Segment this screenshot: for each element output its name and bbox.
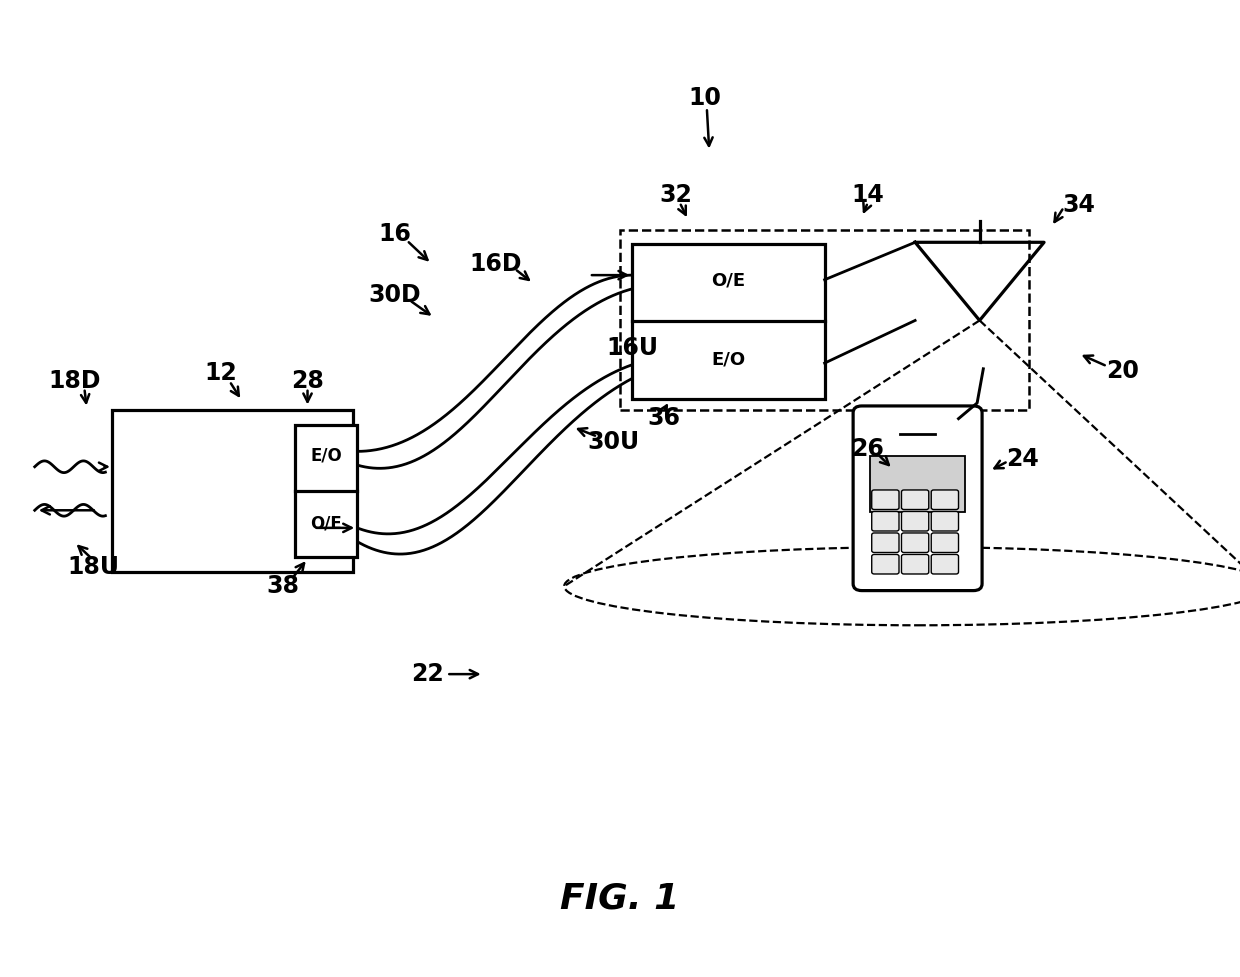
- FancyBboxPatch shape: [901, 532, 929, 552]
- FancyBboxPatch shape: [931, 490, 959, 510]
- Text: E/O: E/O: [310, 447, 342, 465]
- FancyBboxPatch shape: [872, 555, 899, 574]
- Text: 18D: 18D: [48, 369, 100, 393]
- Text: O/E: O/E: [310, 514, 342, 532]
- Bar: [112, 410, 353, 572]
- Text: FIG. 1: FIG. 1: [560, 882, 680, 915]
- Text: 30U: 30U: [588, 430, 640, 453]
- FancyBboxPatch shape: [872, 532, 899, 552]
- FancyBboxPatch shape: [931, 555, 959, 574]
- Text: 16: 16: [378, 223, 410, 246]
- Bar: [620, 230, 1029, 410]
- Text: 10: 10: [688, 86, 720, 109]
- FancyBboxPatch shape: [872, 512, 899, 531]
- Text: O/E: O/E: [712, 272, 745, 289]
- Bar: [870, 455, 965, 512]
- FancyBboxPatch shape: [931, 532, 959, 552]
- Text: 26: 26: [852, 438, 884, 461]
- Text: 20: 20: [1106, 360, 1138, 383]
- Text: 30D: 30D: [368, 283, 420, 307]
- Text: 18U: 18U: [67, 555, 119, 578]
- Text: 24: 24: [1007, 447, 1039, 471]
- Text: E/O: E/O: [712, 350, 745, 368]
- FancyBboxPatch shape: [931, 512, 959, 531]
- Bar: [632, 244, 825, 399]
- FancyBboxPatch shape: [872, 490, 899, 510]
- Text: 32: 32: [660, 184, 692, 207]
- Text: 14: 14: [852, 184, 884, 207]
- Bar: [295, 425, 357, 557]
- Text: 22: 22: [412, 662, 444, 686]
- Text: 12: 12: [205, 361, 237, 385]
- FancyBboxPatch shape: [901, 555, 929, 574]
- FancyBboxPatch shape: [853, 406, 982, 590]
- Text: 38: 38: [267, 574, 299, 598]
- FancyBboxPatch shape: [901, 490, 929, 510]
- FancyBboxPatch shape: [901, 512, 929, 531]
- Text: 16U: 16U: [606, 336, 658, 360]
- Text: 34: 34: [1063, 193, 1095, 217]
- Text: 16D: 16D: [470, 252, 522, 276]
- Text: 36: 36: [647, 406, 680, 430]
- Text: 28: 28: [291, 369, 324, 393]
